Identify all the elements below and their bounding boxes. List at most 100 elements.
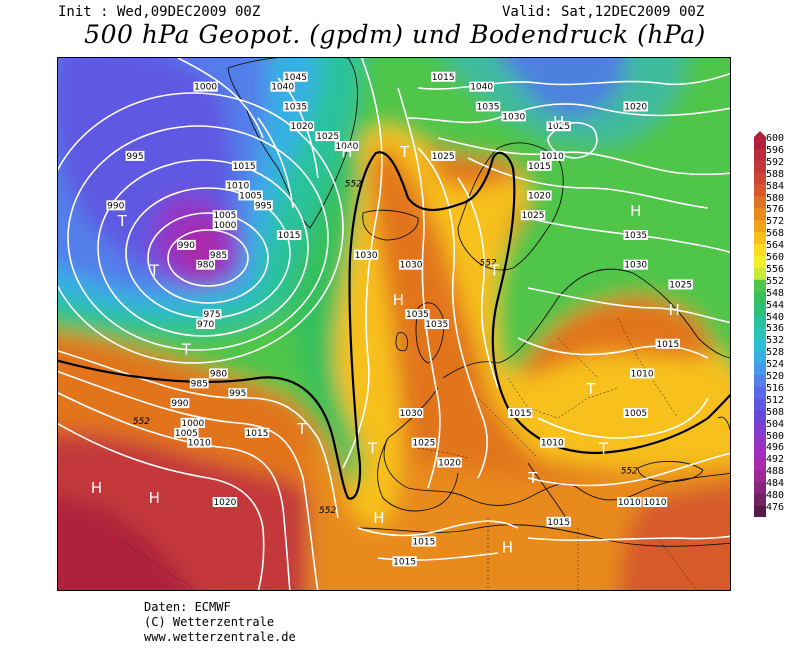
svg-text:1015: 1015: [393, 557, 416, 567]
low-pressure-symbol: T: [527, 469, 538, 487]
svg-text:1015: 1015: [528, 162, 551, 172]
svg-text:1010: 1010: [541, 152, 564, 162]
legend-swatch: [754, 458, 766, 471]
svg-text:1010: 1010: [618, 498, 641, 508]
isobar-label: 1025: [668, 279, 693, 290]
isobar-label: 1025: [411, 437, 437, 449]
isobar-label: 1030: [398, 259, 424, 271]
isobar-label: 1015: [392, 556, 417, 567]
svg-text:1010: 1010: [644, 498, 667, 508]
legend-label: 520: [766, 371, 785, 382]
legend-label: 536: [766, 323, 785, 335]
legend-swatch: [754, 375, 766, 388]
legend-label: 568: [766, 228, 785, 240]
high-pressure-symbol: H: [341, 143, 352, 161]
legend-label: 512: [766, 394, 785, 406]
contour-552: [58, 151, 730, 500]
legend-swatch: [754, 303, 766, 316]
isobar-label: 1015: [546, 516, 571, 528]
high-pressure-symbol: H: [149, 489, 160, 507]
legend-label: 564: [766, 240, 785, 252]
svg-text:1035: 1035: [425, 320, 448, 330]
legend-label: 596: [766, 144, 785, 156]
legend-label: 480: [766, 490, 785, 501]
isobar-label: 1005: [212, 210, 238, 221]
legend-swatch: [754, 494, 766, 507]
legend-label: 492: [766, 454, 785, 466]
svg-text:1015: 1015: [278, 231, 301, 241]
isobar-label: 1035: [475, 101, 501, 112]
svg-text:1015: 1015: [547, 518, 570, 528]
legend-label: 588: [766, 168, 785, 180]
isobar-label: 1035: [623, 230, 648, 241]
low-pressure-symbol: T: [367, 440, 378, 458]
isobar-label: 1015: [411, 536, 437, 548]
isobar-label: 1005: [238, 190, 263, 201]
legend-swatch: [754, 137, 766, 150]
chart-title: 500 hPa Geopot. (gpdm) und Bodendruck (h…: [84, 20, 706, 49]
legend-swatch: [754, 148, 766, 162]
credits: Daten: ECMWF (C) Wetterzentrale www.wett…: [144, 600, 296, 645]
legend-label: 488: [766, 466, 785, 478]
weather-map: 1000 995 990 1015 1010 1005 1000 995 990 985 980 97…: [57, 57, 731, 591]
isobar-label: 985: [189, 378, 209, 389]
svg-text:1015: 1015: [656, 340, 679, 350]
legend-swatch: [754, 363, 766, 376]
legend-swatch: [754, 232, 766, 245]
low-pressure-symbol: T: [296, 420, 307, 438]
high-pressure-symbol: H: [91, 479, 102, 497]
legend-label: 500: [766, 430, 785, 442]
isobar-label: 1030: [398, 408, 424, 419]
svg-text:1040: 1040: [470, 83, 493, 93]
isobar-label: 1025: [546, 121, 571, 132]
high-pressure-symbol: H: [630, 202, 641, 220]
svg-text:1015: 1015: [509, 409, 532, 419]
isobar-label: 1035: [405, 309, 430, 320]
svg-text:980: 980: [197, 261, 214, 271]
svg-text:1020: 1020: [528, 191, 551, 201]
svg-text:995: 995: [255, 201, 272, 211]
credit-website[interactable]: www.wetterzentrale.de: [144, 630, 296, 644]
svg-text:1005: 1005: [175, 429, 198, 439]
svg-text:990: 990: [171, 399, 188, 409]
legend-swatch: [754, 196, 766, 209]
legend-swatch: [754, 446, 766, 459]
legend-swatch: [754, 505, 766, 519]
legend-swatch: [754, 279, 766, 293]
isobar-label: 1015: [430, 71, 456, 83]
isobar-label: 970: [196, 319, 216, 330]
svg-text:1035: 1035: [624, 231, 647, 241]
isobar-label: 1040: [334, 141, 360, 152]
legend-swatch: [754, 315, 766, 328]
svg-text:1015: 1015: [246, 429, 269, 439]
svg-text:1005: 1005: [213, 211, 236, 221]
isobar-label: 1035: [424, 319, 449, 330]
legend-swatch: [754, 267, 766, 281]
high-pressure-symbol: H: [373, 509, 384, 527]
legend-label: 560: [766, 252, 785, 263]
credit-data-source: Daten: ECMWF: [144, 600, 231, 614]
geopotential-field: [58, 58, 730, 590]
svg-text:1025: 1025: [547, 122, 570, 132]
svg-text:1010: 1010: [541, 439, 564, 449]
isobar-label: 1010: [617, 497, 642, 508]
legend-swatch: [754, 291, 766, 305]
svg-text:1025: 1025: [316, 132, 339, 142]
isobar-label: 995: [228, 388, 248, 399]
svg-text:1035: 1035: [406, 310, 429, 320]
low-pressure-symbol: T: [117, 212, 128, 230]
svg-text:1015: 1015: [233, 162, 256, 172]
legend-swatch: [754, 327, 766, 340]
legend-label: 504: [766, 418, 785, 430]
svg-text:1025: 1025: [412, 439, 435, 449]
legend-swatch: [754, 351, 766, 364]
isobar-label: 1015: [231, 160, 257, 172]
svg-text:1020: 1020: [624, 102, 647, 112]
legend-swatch: [754, 398, 766, 412]
isobar-label: 1010: [540, 150, 565, 162]
isobar-label: 1010: [225, 180, 250, 192]
init-time: Init : Wed,09DEC2009 00Z: [58, 4, 261, 20]
svg-text:1020: 1020: [438, 458, 461, 468]
svg-text:1005: 1005: [624, 409, 647, 419]
svg-text:1000: 1000: [181, 419, 204, 429]
